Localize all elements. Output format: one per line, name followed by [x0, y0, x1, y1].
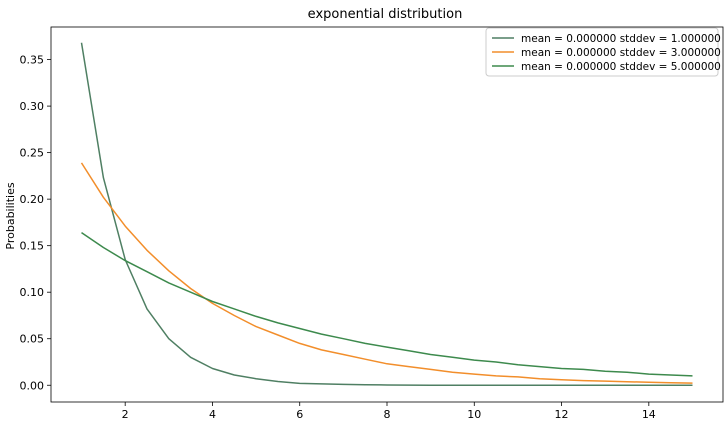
x-tick-label: 12 [555, 408, 569, 421]
y-tick-label: 0.20 [20, 193, 45, 206]
y-tick-label: 0.30 [20, 100, 45, 113]
x-tick-label: 8 [384, 408, 391, 421]
x-tick-label: 6 [296, 408, 303, 421]
x-ticks: 2 4 6 8 10 12 14 [122, 402, 656, 421]
x-tick-label: 10 [467, 408, 481, 421]
y-tick-label: 0.10 [20, 286, 45, 299]
series-line-1 [80, 42, 693, 387]
y-tick-label: 0.25 [20, 147, 45, 160]
legend-label-2: mean = 0.000000 stddev = 3.000000 [521, 47, 721, 59]
series-line-3 [81, 231, 693, 377]
series-line-2 [80, 162, 693, 384]
y-tick-label: 0.35 [20, 54, 45, 67]
legend-label-1: mean = 0.000000 stddev = 1.000000 [521, 33, 721, 45]
y-tick-label: 0.15 [20, 240, 45, 253]
y-tick-label: 0.00 [20, 379, 45, 392]
legend-label-3: mean = 0.000000 stddev = 5.000000 [521, 61, 721, 73]
y-axis-label: Probabilities [4, 182, 17, 249]
x-tick-label: 2 [122, 408, 129, 421]
x-tick-label: 4 [209, 408, 216, 421]
y-tick-label: 0.05 [20, 333, 45, 346]
legend: mean = 0.000000 stddev = 1.000000 mean = … [485, 27, 721, 77]
chart-title: exponential distribution [308, 7, 463, 22]
x-tick-label: 14 [642, 408, 656, 421]
legend-box [485, 27, 719, 77]
series-layer [80, 42, 693, 387]
y-ticks: 0.00 0.05 0.10 0.15 0.20 0.25 0.30 0.35 [20, 54, 51, 392]
